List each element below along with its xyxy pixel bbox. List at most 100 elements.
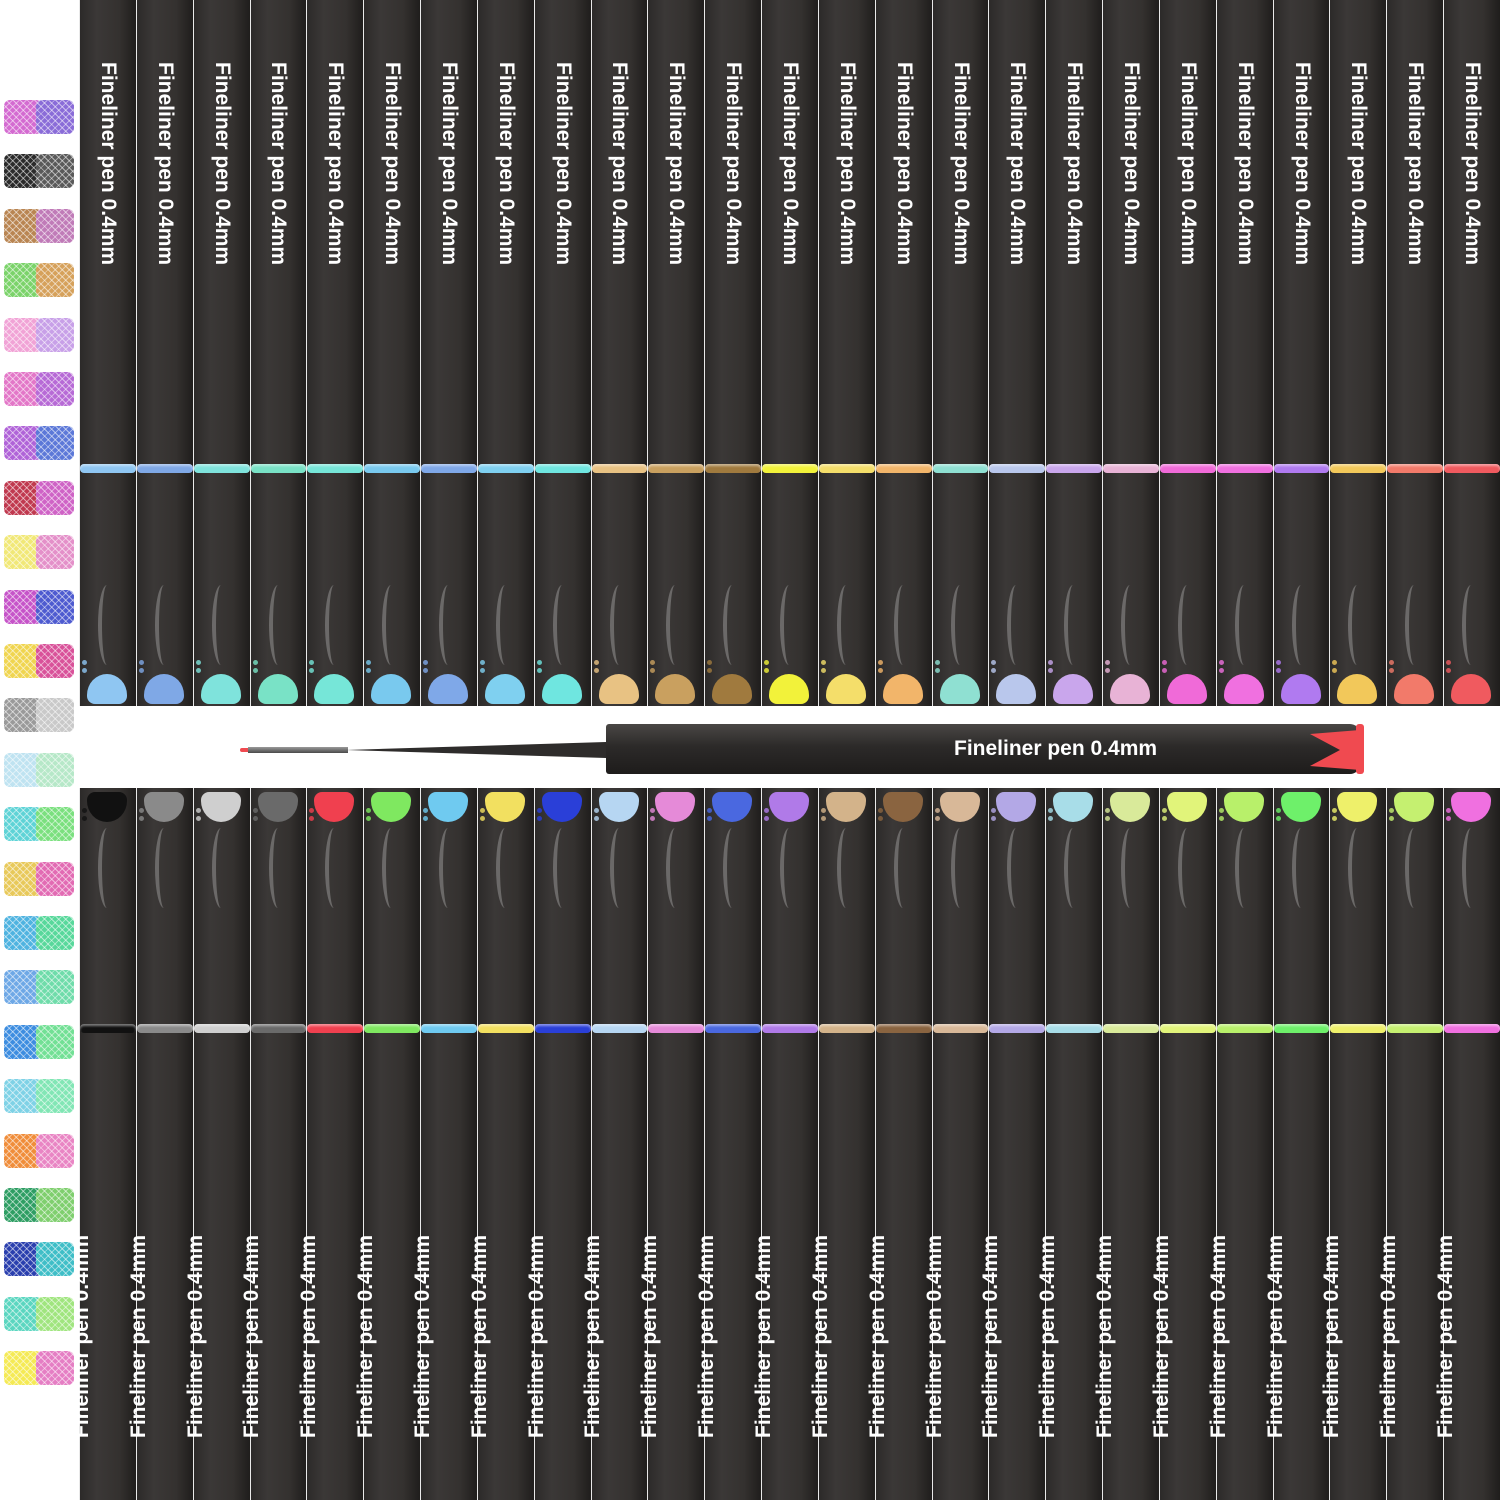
pen-label: Fineliner pen 0.4mm xyxy=(581,1234,605,1438)
pen-grip-dots xyxy=(423,660,431,676)
bottom-row-pen: Fineliner pen 0.4mm xyxy=(1036,788,1104,1500)
pen-highlight xyxy=(1405,828,1423,908)
bottom-row-pen: Fineliner pen 0.4mm xyxy=(240,788,308,1500)
top-row-pen: Fineliner pen 0.4mm xyxy=(476,0,535,706)
top-row-pen: Fineliner pen 0.4mm xyxy=(1045,0,1104,706)
pen-cap-color-tip xyxy=(1053,674,1094,704)
pen-highlight xyxy=(950,828,969,908)
pen-label: Fineliner pen 0.4mm xyxy=(96,62,120,266)
color-swatch xyxy=(4,477,78,519)
swatch-hatching xyxy=(4,698,78,733)
top-row-pen: Fineliner pen 0.4mm xyxy=(761,0,819,706)
pen-color-band xyxy=(250,464,307,473)
pen-color-band xyxy=(591,464,648,473)
pen-grip-dots xyxy=(1218,660,1227,676)
pen-cap-color-tip xyxy=(200,792,241,822)
pen-cap-color-tip xyxy=(1223,792,1264,822)
color-swatch xyxy=(4,1021,78,1063)
pen-cap-color-tip xyxy=(769,792,810,822)
pen-label: Fineliner pen 0.4mm xyxy=(210,62,234,266)
color-swatch xyxy=(4,150,78,192)
pen-label: Fineliner pen 0.4mm xyxy=(638,1234,662,1438)
color-swatch-column xyxy=(0,0,80,1500)
pen-cap-color-tip xyxy=(655,792,696,822)
pen-cap-color-tip xyxy=(257,674,298,704)
swatch-hatching xyxy=(4,916,78,950)
pen-cap-color-tip xyxy=(484,792,525,822)
swatch-hatching xyxy=(4,970,78,1005)
pen-color-band xyxy=(80,464,136,473)
pen-color-band xyxy=(818,464,875,473)
pen-highlight xyxy=(1348,828,1366,908)
bottom-row-pen: Fineliner pen 0.4mm xyxy=(752,788,819,1500)
pen-color-band xyxy=(932,464,989,473)
pen-color-band xyxy=(1387,1024,1444,1033)
pen-color-band xyxy=(421,464,477,473)
pen-highlight xyxy=(609,828,628,908)
pen-highlight xyxy=(1462,585,1480,665)
pen-highlight xyxy=(382,585,400,665)
pen-grip-dots xyxy=(650,660,658,676)
pen-grip-dots xyxy=(1275,660,1284,676)
pen-highlight xyxy=(268,828,287,908)
swatch-hatching xyxy=(4,861,78,896)
pen-cap-color-tip xyxy=(484,674,525,704)
top-row-pen: Fineliner pen 0.4mm xyxy=(249,0,308,706)
pen-highlight xyxy=(893,828,912,908)
pen-color-band xyxy=(364,1024,421,1033)
swatch-hatching xyxy=(4,1133,78,1168)
pen-highlight xyxy=(666,585,684,665)
pen-grip-dots xyxy=(707,660,715,676)
color-swatch xyxy=(4,1238,78,1280)
pen-highlight xyxy=(268,585,287,665)
pen-grip-dots xyxy=(138,660,147,676)
pen-highlight xyxy=(1234,828,1253,908)
swatch-hatching xyxy=(4,426,78,461)
pen-color-band xyxy=(80,1024,136,1033)
pen-cap-color-tip xyxy=(996,674,1037,704)
swatch-hatching xyxy=(4,480,78,515)
pen-highlight xyxy=(1177,585,1196,665)
pen-color-band xyxy=(193,464,250,473)
pen-grip-dots xyxy=(479,808,488,824)
pen-color-band xyxy=(307,1024,364,1033)
pen-cap-color-tip xyxy=(882,792,923,822)
pen-grip-dots xyxy=(195,660,204,676)
bottom-row-pen: Fineliner pen 0.4mm xyxy=(297,788,365,1500)
pen-highlight xyxy=(1121,828,1139,908)
pen-cap-color-tip xyxy=(882,674,923,704)
pen-grip-dots xyxy=(707,808,715,824)
bottom-row-pen: Fineliner pen 0.4mm xyxy=(468,788,535,1500)
bottom-row-pen: Fineliner pen 0.4mm xyxy=(1150,788,1217,1500)
pen-color-band xyxy=(534,464,591,473)
bottom-row-pen: Fineliner pen 0.4mm xyxy=(1207,788,1274,1500)
featured-pen-label: Fineliner pen 0.4mm xyxy=(954,737,1158,760)
pen-label: Fineliner pen 0.4mm xyxy=(665,62,689,266)
swatch-hatching xyxy=(4,372,78,406)
color-swatch xyxy=(4,803,78,845)
pen-color-band xyxy=(477,1024,534,1033)
pen-label: Fineliner pen 0.4mm xyxy=(267,62,291,266)
pen-label: Fineliner pen 0.4mm xyxy=(183,1234,207,1438)
pen-highlight xyxy=(780,828,798,908)
swatch-hatching xyxy=(4,317,78,352)
swatch-hatching xyxy=(4,752,78,787)
top-row-pen: Fineliner pen 0.4mm xyxy=(590,0,649,706)
pen-cap-color-tip xyxy=(200,674,241,704)
pen-cap-color-tip xyxy=(371,674,412,704)
pen-highlight xyxy=(211,585,230,665)
pen-color-band xyxy=(989,464,1046,473)
pen-cap-color-tip xyxy=(87,792,127,822)
top-row-pen: Fineliner pen 0.4mm xyxy=(988,0,1047,706)
pen-label: Fineliner pen 0.4mm xyxy=(1149,1234,1173,1438)
swatch-hatching xyxy=(4,208,78,243)
pen-grip-dots xyxy=(934,660,943,676)
pen-highlight xyxy=(211,828,230,908)
pen-label: Fineliner pen 0.4mm xyxy=(354,1234,378,1438)
color-swatch xyxy=(4,640,78,682)
top-pen-row: Fineliner pen 0.4mm Fineliner pen 0.4mm Fi… xyxy=(79,0,1500,706)
color-swatch xyxy=(4,858,78,900)
bottom-pen-row: Fineliner pen 0.4mm Fineliner pen 0.4mm Fi… xyxy=(70,788,1500,1500)
pen-cap-color-tip xyxy=(1451,674,1492,704)
